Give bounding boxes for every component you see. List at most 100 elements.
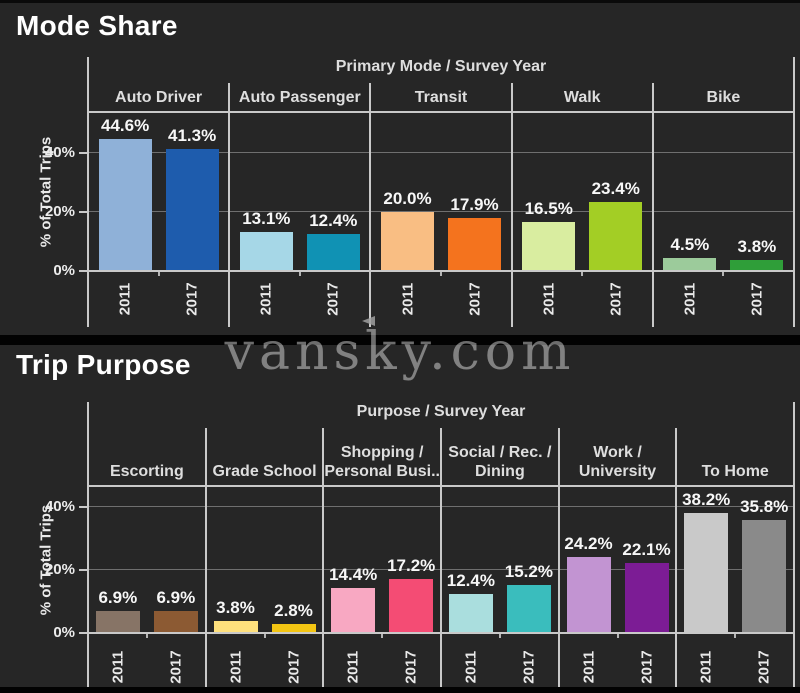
facet-panel: Bike 4.5% 3.8% 2011 2017 [653,83,794,327]
x-axis-center-tick [298,271,301,276]
bar-slot: 20.0% [381,113,434,271]
bar-value-label: 6.9% [98,588,138,608]
top-border [0,0,800,3]
y-axis-tick [79,568,88,571]
bar-value-label: 3.8% [216,598,255,618]
bar-2017 [589,201,643,271]
bar-2017 [742,520,787,633]
y-tick-label: 20% [44,202,75,220]
x-labels: 2011 2017 [324,633,440,687]
bar-slot: 35.8% [740,487,788,633]
bar-2011 [213,621,258,633]
facet-category-label: Walk [512,83,652,113]
x-labels: 2011 2017 [89,633,205,687]
x-axis-center-tick [734,633,737,638]
bar-2011 [239,232,293,271]
bar-value-label: 13.1% [242,209,291,229]
x-tick-label: 2011 [697,650,715,684]
bars-area: 3.8% 2.8% [207,487,323,633]
x-tick-label: 2017 [167,650,185,684]
x-label-slot: 2011 [214,633,258,687]
facet-category-label: To Home [677,428,794,487]
facet-category-label: Social / Rec. / Dining [442,428,558,487]
facet-category-label: Grade School [206,428,323,487]
x-label-slot: 2011 [449,633,493,687]
x-axis-center-tick [722,271,725,276]
bar-2011 [98,139,152,271]
bar-2017 [730,259,784,271]
bar-slot: 15.2% [505,487,553,633]
facet-panel: Auto Passenger 13.1% 12.4% 2011 2017 [230,83,372,327]
x-axis-center-tick [498,633,501,638]
facet-panel: Shopping / Personal Busi.. 14.4% 17.2% 2011… [324,428,443,687]
x-tick-label: 2011 [227,650,244,684]
x-label-slot: 2011 [96,633,140,687]
bar-slot: 12.4% [447,487,495,633]
bar-slot: 41.3% [165,113,219,271]
bar-slot: 4.5% [663,113,717,271]
bar-slot: 3.8% [730,113,784,271]
bars-area: 6.9% 6.9% [89,487,205,633]
x-axis-baseline [87,632,795,634]
y-axis-tick [79,210,88,213]
x-axis-center-tick [145,633,148,638]
bar-2011 [331,587,376,633]
facet-category-label: Work / University [559,428,676,487]
bar-2011 [566,556,611,633]
bar-slot: 16.5% [522,113,576,271]
x-axis-baseline [87,270,795,272]
bar-slot: 13.1% [239,113,293,271]
bar-value-label: 12.4% [309,211,358,231]
watermark: vansky.com [224,322,576,382]
x-axis-center-tick [616,633,619,638]
x-labels: 2011 2017 [560,633,676,687]
bar-value-label: 44.6% [100,116,150,136]
y-axis-tick [79,632,88,634]
chart-divider-band [0,335,800,345]
x-label-slot: 2017 [507,633,551,687]
x-label-slot: 2017 [154,633,198,687]
bar-2017 [271,624,316,633]
x-label-slot: 2017 [389,633,433,687]
bar-value-label: 17.2% [387,555,436,575]
x-label-slot: 2017 [272,633,316,687]
plot-area-trip-purpose: Purpose / Survey Year 0% 20% 40% Escorting 6… [45,402,795,687]
x-axis-center-tick [263,633,266,638]
y-tick-label: 0% [53,262,75,279]
y-tick-label: 20% [44,560,75,578]
bar-slot: 24.2% [564,487,613,633]
bar-slot: 23.4% [589,113,643,271]
bars-area: 20.0% 17.9% [371,113,510,271]
bar-slot: 2.8% [271,487,316,633]
bar-value-label: 24.2% [564,533,613,553]
bar-slot: 38.2% [682,487,731,633]
bar-value-label: 23.4% [591,178,640,198]
bar-value-label: 14.4% [329,564,378,584]
x-labels: 2011 2017 [207,633,323,687]
facet-category-label: Auto Passenger [230,83,370,113]
bar-slot: 17.2% [387,487,436,633]
bar-value-label: 38.2% [682,489,731,509]
x-tick-label: 2011 [109,650,127,684]
bar-value-label: 16.5% [524,199,573,219]
facet-category-label: Transit [371,83,511,113]
x-tick-label: 2011 [580,650,598,684]
bar-value-label: 41.3% [167,126,217,146]
bar-value-label: 6.9% [156,588,196,608]
facet-panel: Transit 20.0% 17.9% 2011 2017 [371,83,513,327]
bar-2011 [684,512,729,633]
bar-value-label: 17.9% [450,195,499,215]
facet-panel: Walk 16.5% 23.4% 2011 2017 [512,83,654,327]
x-tick-label: 2011 [462,650,480,684]
x-label-slot: 2017 [625,633,669,687]
facet-category-label: Escorting [89,428,205,487]
bars-area: 24.2% 22.1% [560,487,676,633]
bar-slot: 12.4% [306,113,360,271]
facet-category-label: Shopping / Personal Busi.. [324,428,441,487]
bar-2011 [95,611,140,633]
gridline [89,151,793,154]
bar-value-label: 4.5% [670,234,710,254]
bar-2017 [153,611,198,633]
